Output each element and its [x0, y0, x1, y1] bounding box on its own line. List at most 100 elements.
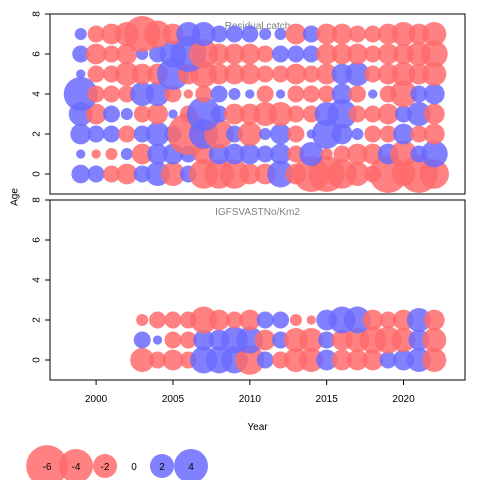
bubble	[87, 125, 105, 143]
y-tick-label: 4	[32, 91, 43, 97]
bubble	[351, 127, 364, 141]
bubble	[287, 125, 305, 143]
bubble	[422, 21, 447, 47]
bubble	[287, 105, 305, 123]
bubble	[270, 143, 291, 165]
bubble	[210, 85, 228, 103]
bubble	[379, 125, 397, 143]
bubble	[224, 103, 245, 125]
bubble	[362, 309, 384, 331]
bubble	[272, 65, 290, 83]
bubble	[145, 121, 170, 147]
bubble	[422, 61, 447, 87]
bubble	[120, 147, 133, 161]
bubble	[149, 311, 167, 329]
bubble	[348, 25, 366, 43]
bubble	[256, 311, 274, 329]
bubble	[289, 313, 302, 327]
bubble	[120, 107, 133, 121]
bubble	[287, 85, 305, 103]
bubbles	[63, 15, 449, 194]
bubble	[102, 85, 120, 103]
bubble	[193, 329, 215, 351]
bubble	[346, 43, 368, 65]
legend-label: -6	[43, 462, 52, 473]
bubble	[118, 125, 136, 143]
bubble	[179, 331, 197, 349]
bubble	[87, 85, 105, 103]
x-axis-label: Year	[247, 422, 268, 433]
bubble	[256, 85, 274, 103]
bubble	[102, 45, 120, 63]
bubble	[285, 63, 307, 85]
bubble	[144, 20, 172, 48]
bubble	[410, 125, 428, 143]
bubble	[362, 349, 384, 371]
bubble	[391, 21, 416, 47]
bubble	[131, 63, 153, 85]
y-tick-label: 8	[32, 11, 43, 17]
bubble	[105, 147, 118, 161]
bubble	[76, 149, 86, 159]
bubble	[346, 143, 368, 165]
bubble	[87, 25, 105, 43]
bubble	[168, 109, 178, 119]
x-tick-label: 2015	[316, 394, 339, 405]
bubble	[422, 347, 447, 373]
legend-label: -4	[72, 462, 81, 473]
bubble	[235, 345, 265, 375]
legend-bubble	[174, 449, 208, 483]
bubble	[299, 141, 324, 167]
bubble	[114, 61, 139, 87]
bubble	[136, 313, 149, 327]
bubble	[267, 160, 294, 188]
bubble	[70, 123, 92, 145]
bubble	[239, 309, 261, 331]
y-axis-label: Age	[10, 188, 21, 206]
y-tick-label: 8	[32, 197, 43, 203]
bubble	[188, 39, 219, 69]
y-tick-label: 2	[32, 317, 43, 323]
bubble	[116, 163, 138, 185]
bubble	[318, 85, 336, 103]
bubble	[225, 25, 243, 43]
legend-label: 4	[188, 462, 194, 473]
bubble	[410, 85, 428, 103]
bubble	[348, 85, 366, 103]
bubble	[272, 311, 290, 329]
bubble	[241, 25, 259, 43]
bubble	[195, 85, 213, 103]
legend-bubble	[149, 453, 175, 479]
bubble	[327, 99, 357, 129]
bubble	[302, 45, 320, 63]
bubble	[225, 311, 243, 329]
legend-label: 2	[159, 462, 165, 473]
bubble	[331, 83, 353, 105]
bubble	[285, 23, 307, 45]
y-tick-label: 0	[32, 171, 43, 177]
bubble	[275, 89, 286, 99]
bubble	[256, 351, 274, 369]
bubble	[149, 351, 167, 369]
bubble	[152, 335, 163, 345]
bubble	[147, 103, 169, 125]
bubble	[379, 351, 397, 369]
bubble	[85, 43, 107, 65]
bubble	[302, 25, 320, 43]
bubble	[420, 140, 448, 168]
x-tick-label: 2010	[239, 394, 262, 405]
bubble	[256, 145, 274, 163]
panel-2: IGFSVASTNo/Km2 0 2 4 6 8 2000 2005 2010 2015 2020 Y…	[32, 197, 466, 433]
bubble	[311, 119, 342, 149]
bubble	[239, 63, 261, 85]
legend-label: 0	[131, 462, 137, 473]
bubble	[239, 43, 261, 65]
legend-label: -2	[101, 462, 110, 473]
bubble	[343, 306, 371, 334]
bubble	[259, 127, 272, 141]
bubble	[254, 329, 276, 351]
bubble	[256, 45, 274, 63]
bubble	[318, 331, 336, 349]
bubbles	[130, 306, 447, 375]
